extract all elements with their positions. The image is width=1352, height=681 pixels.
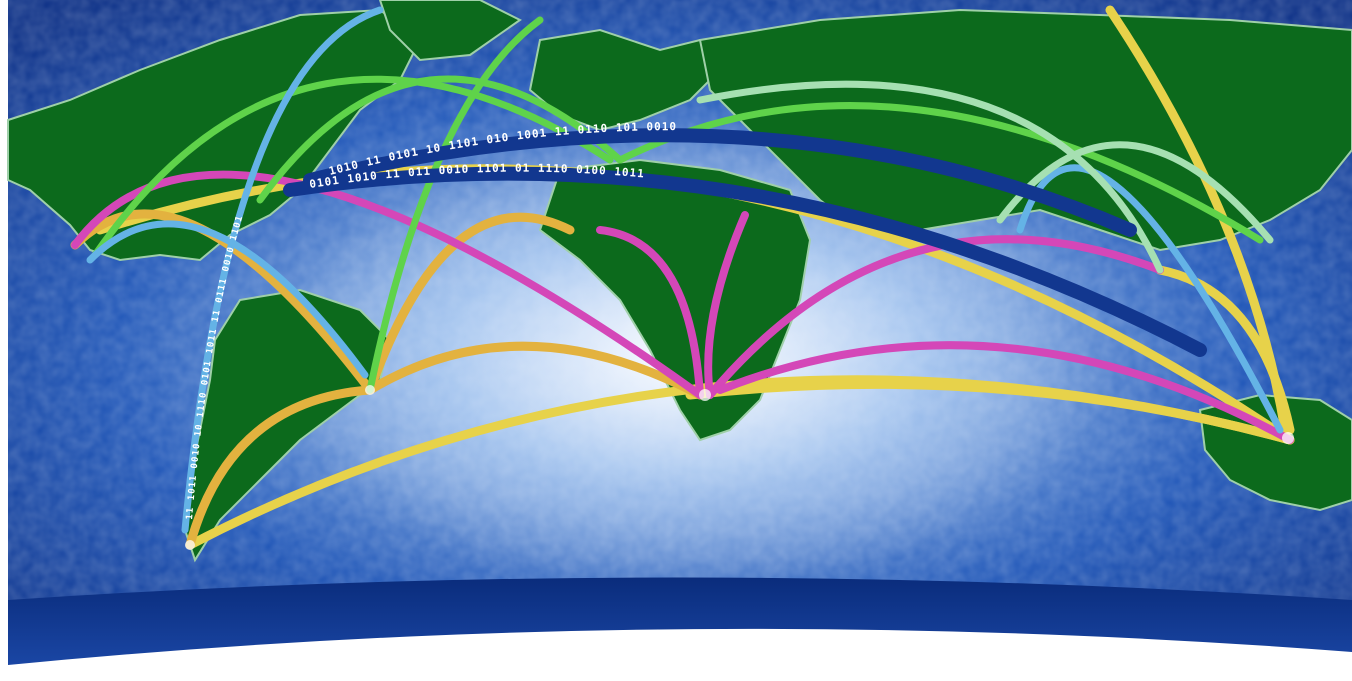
arc-palegreen — [696, 80, 1164, 274]
hub-australia — [1282, 432, 1294, 444]
map-rim — [8, 577, 1352, 665]
hub-chile — [185, 540, 195, 550]
continent-greenland — [378, 0, 522, 62]
hub-south-america — [365, 385, 375, 395]
arc-orange — [365, 212, 575, 395]
arc-yellow — [685, 379, 1295, 445]
arc-palegreen — [996, 141, 1274, 244]
arc-orange — [185, 385, 375, 550]
arc-green — [91, 75, 614, 259]
arc-navy — [283, 166, 1207, 357]
data-arcs — [70, 5, 1295, 550]
arc-magenta — [716, 341, 1294, 444]
arc-yellow — [1155, 265, 1295, 435]
hub-africa — [699, 389, 711, 401]
arc-green — [616, 102, 1264, 244]
arc-green — [256, 75, 624, 204]
hub-nodes — [185, 385, 1294, 550]
arc-navy — [303, 128, 1137, 237]
arc-lightblue — [86, 220, 369, 379]
arc-orange — [365, 341, 705, 400]
arc-lightblue — [181, 6, 384, 534]
arc-magenta — [704, 211, 749, 399]
arc-magenta — [596, 226, 704, 399]
arc-magenta — [706, 235, 1164, 399]
